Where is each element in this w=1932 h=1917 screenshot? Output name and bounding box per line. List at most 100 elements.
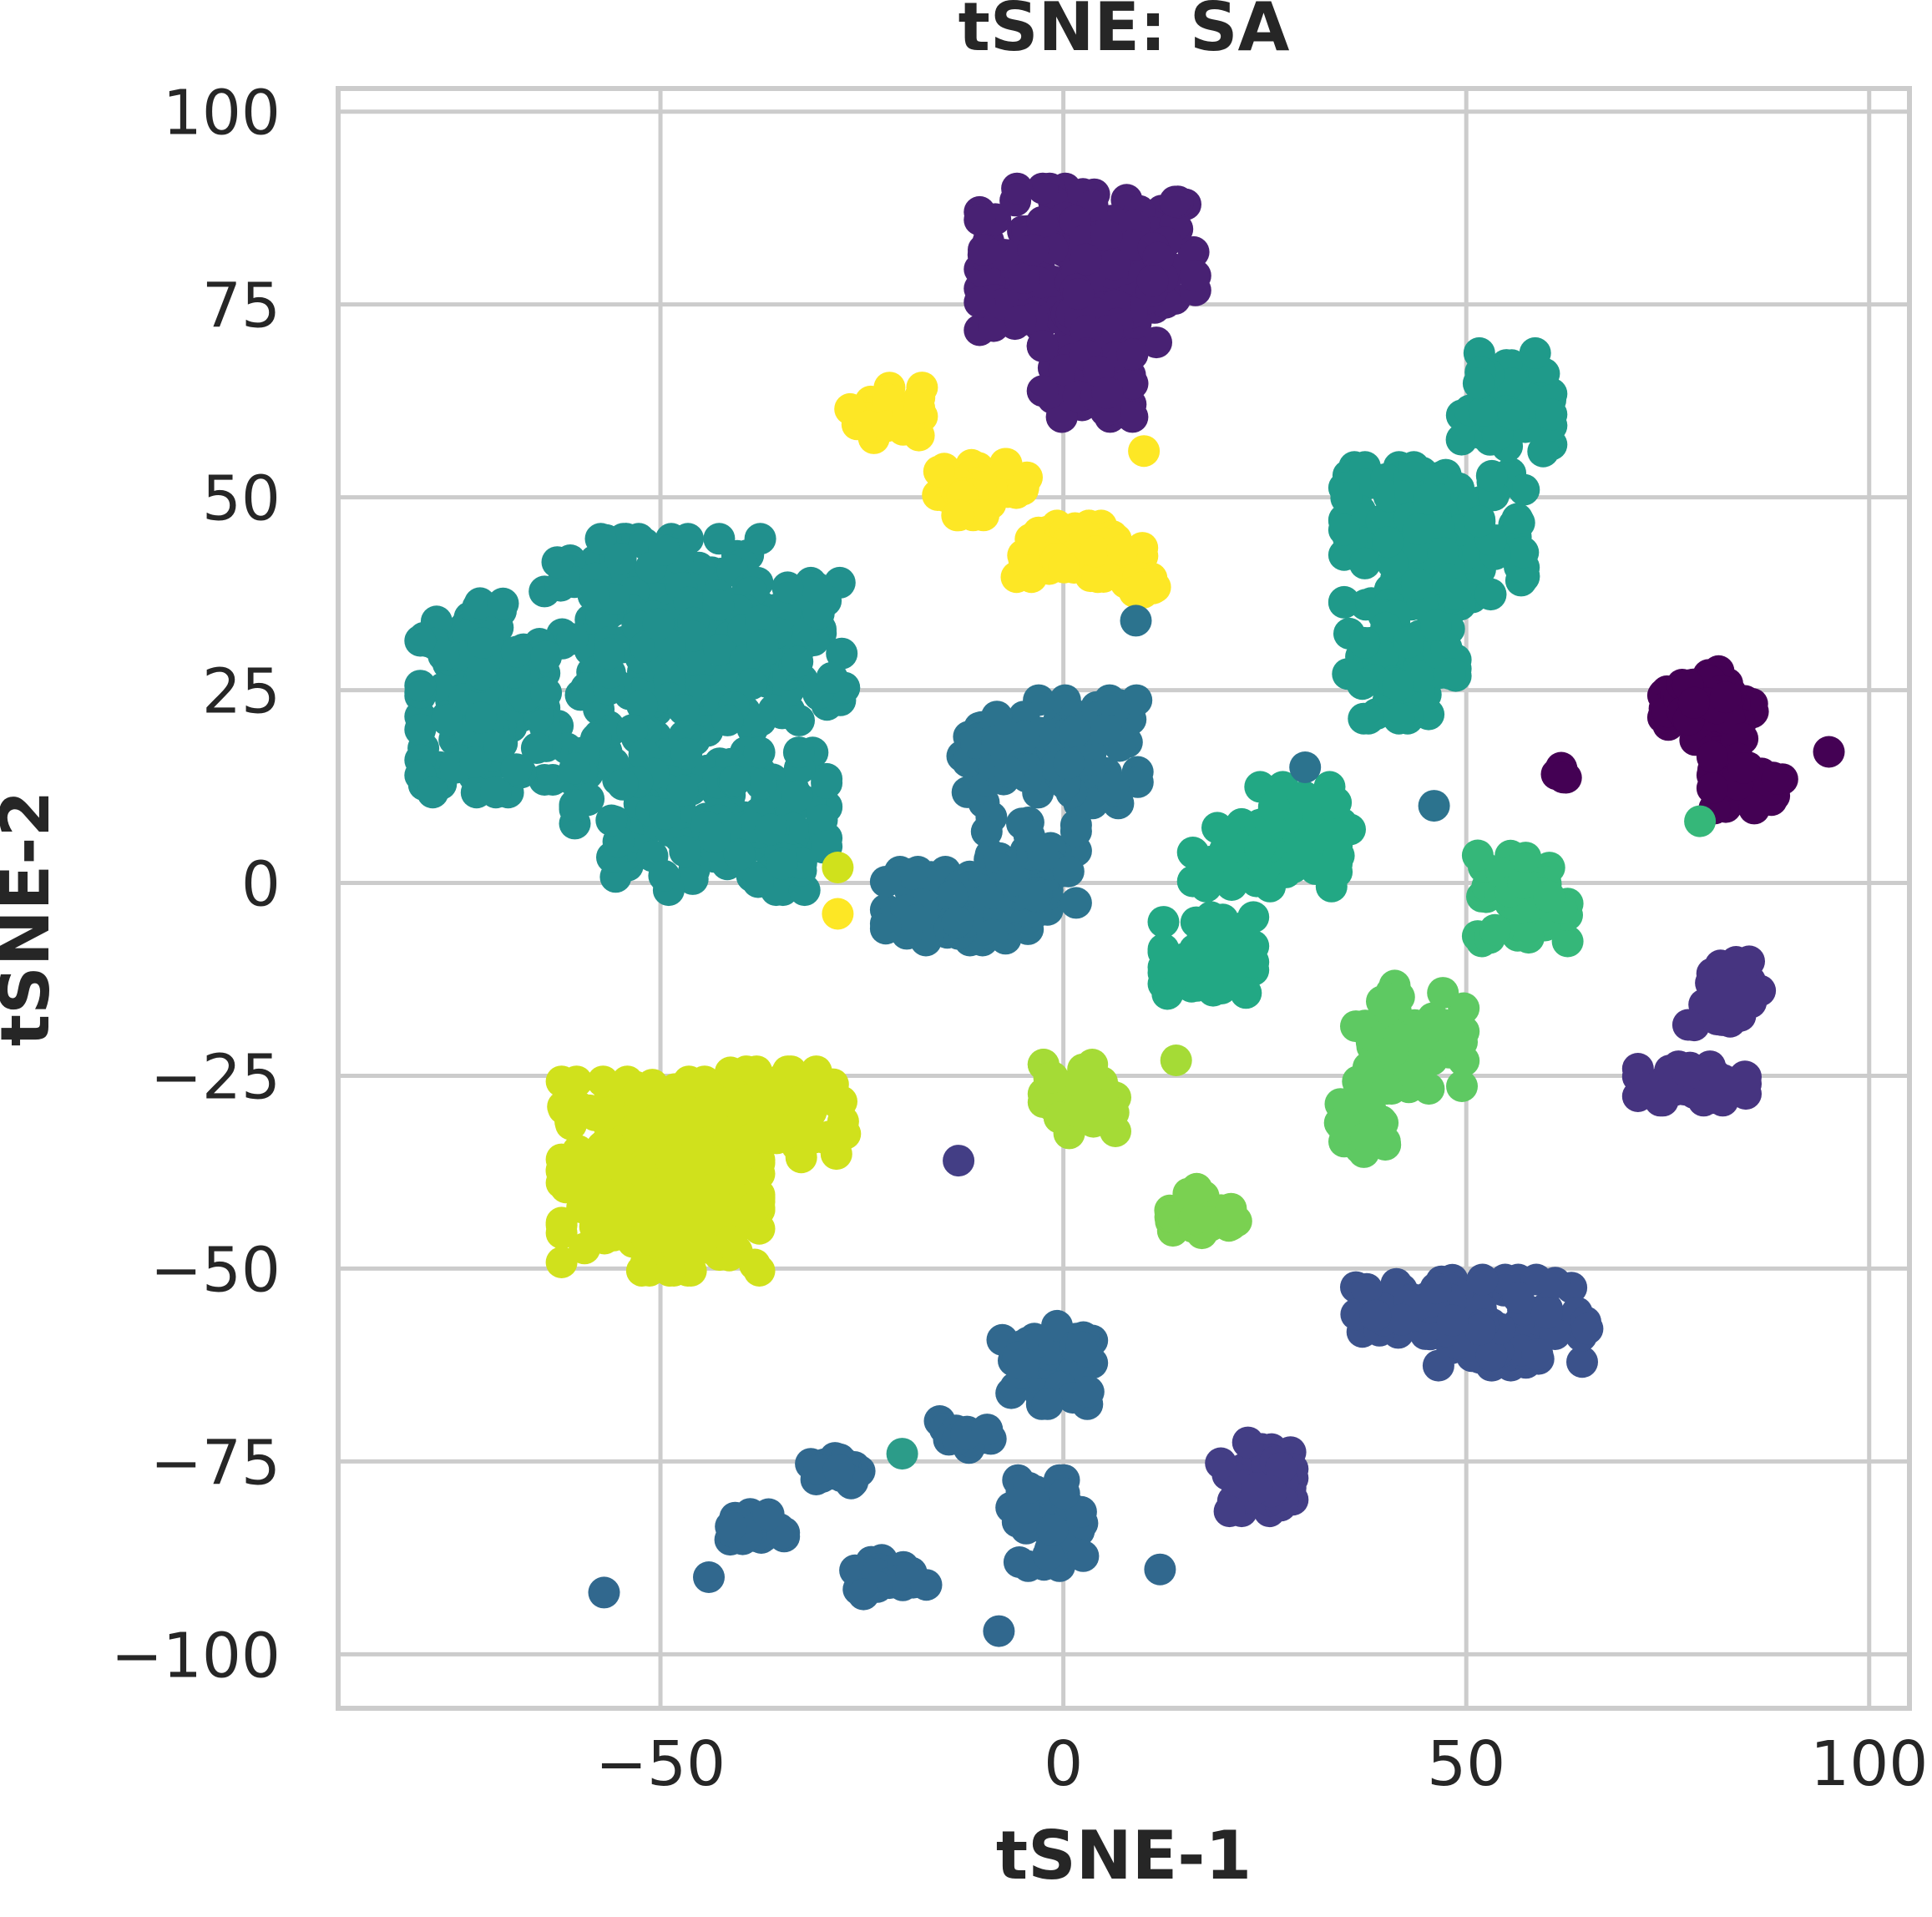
data-point xyxy=(1671,1055,1703,1087)
data-point xyxy=(1289,751,1322,783)
data-point xyxy=(669,835,701,867)
data-point xyxy=(1106,534,1139,566)
data-point xyxy=(417,776,449,809)
data-point xyxy=(1547,761,1580,794)
data-point xyxy=(1508,473,1540,506)
data-point xyxy=(530,640,563,673)
data-point xyxy=(1328,513,1360,546)
data-point xyxy=(971,1414,1004,1446)
data-point xyxy=(968,234,999,266)
data-point xyxy=(1501,503,1534,535)
data-point xyxy=(1648,1079,1681,1111)
data-point xyxy=(1475,1339,1508,1372)
data-point xyxy=(606,768,639,801)
data-point xyxy=(1351,1272,1383,1305)
data-point xyxy=(903,392,936,424)
data-point xyxy=(806,1072,838,1105)
data-point xyxy=(1539,1267,1571,1299)
data-point xyxy=(1048,551,1080,584)
data-point xyxy=(941,906,974,938)
data-point xyxy=(556,623,589,655)
data-point xyxy=(620,1111,652,1144)
data-point xyxy=(500,635,533,668)
data-point xyxy=(1738,792,1771,825)
data-point xyxy=(1070,243,1102,276)
data-point xyxy=(1323,1106,1356,1139)
data-point xyxy=(1340,1010,1372,1043)
data-point xyxy=(1036,1514,1069,1546)
data-point xyxy=(1350,1121,1383,1154)
data-point xyxy=(1512,922,1545,954)
data-point xyxy=(562,1135,594,1167)
data-point xyxy=(1436,1304,1469,1337)
y-tick-label: −100 xyxy=(111,1620,281,1692)
data-point xyxy=(1462,367,1495,400)
data-point xyxy=(829,1118,862,1150)
data-point xyxy=(1400,568,1433,600)
data-point xyxy=(1241,1472,1273,1505)
data-point xyxy=(1418,790,1450,822)
data-point xyxy=(1062,278,1095,310)
data-point xyxy=(1507,536,1540,569)
data-point xyxy=(1147,906,1180,938)
data-point xyxy=(643,1221,675,1253)
x-tick-label: 100 xyxy=(1810,1728,1928,1800)
data-point xyxy=(595,804,628,837)
data-point xyxy=(1007,1348,1039,1380)
data-point xyxy=(1348,547,1381,579)
data-point xyxy=(653,1255,685,1287)
data-point xyxy=(427,640,460,671)
data-point xyxy=(981,725,1014,757)
data-point xyxy=(1427,977,1459,1009)
data-point xyxy=(802,597,835,630)
data-point xyxy=(559,752,591,785)
data-point xyxy=(822,1454,855,1485)
data-point xyxy=(1703,988,1736,1020)
data-point xyxy=(1571,1313,1604,1345)
data-point xyxy=(1352,1051,1384,1084)
data-point xyxy=(1730,1078,1762,1110)
data-point xyxy=(782,736,815,769)
data-point xyxy=(500,753,533,786)
data-point xyxy=(1013,1471,1045,1504)
data-point xyxy=(1761,763,1793,795)
data-point xyxy=(714,1056,746,1089)
data-point xyxy=(983,1615,1015,1647)
data-point xyxy=(936,879,969,912)
data-point xyxy=(1813,736,1845,768)
data-point xyxy=(781,645,814,678)
data-point xyxy=(800,571,832,604)
data-point xyxy=(781,780,814,812)
data-point xyxy=(1004,305,1037,336)
data-point xyxy=(1727,752,1760,784)
data-point xyxy=(743,704,776,736)
data-point xyxy=(981,701,1013,733)
data-point xyxy=(1413,483,1444,515)
data-point xyxy=(1018,879,1050,912)
data-point xyxy=(1159,185,1191,218)
data-point xyxy=(1393,626,1424,659)
data-point xyxy=(1026,205,1059,238)
data-point xyxy=(1097,771,1130,803)
data-point xyxy=(1090,220,1123,252)
data-point xyxy=(1116,401,1149,433)
data-point xyxy=(1098,248,1130,281)
data-point xyxy=(1065,1331,1098,1363)
data-point xyxy=(1026,172,1059,205)
data-point xyxy=(811,766,843,799)
data-point xyxy=(1497,398,1530,431)
data-point xyxy=(520,732,553,764)
data-point xyxy=(563,1091,595,1124)
data-point xyxy=(1383,981,1415,1014)
data-point xyxy=(723,838,756,871)
data-point xyxy=(1014,523,1047,555)
y-tick-label: 100 xyxy=(163,78,281,149)
data-point xyxy=(569,1232,601,1265)
data-point xyxy=(754,813,786,846)
data-point xyxy=(690,1232,722,1264)
data-point xyxy=(990,448,1023,480)
data-point xyxy=(1196,845,1227,878)
data-point xyxy=(1116,367,1149,400)
data-point xyxy=(1032,1539,1065,1571)
data-point xyxy=(1013,820,1045,852)
